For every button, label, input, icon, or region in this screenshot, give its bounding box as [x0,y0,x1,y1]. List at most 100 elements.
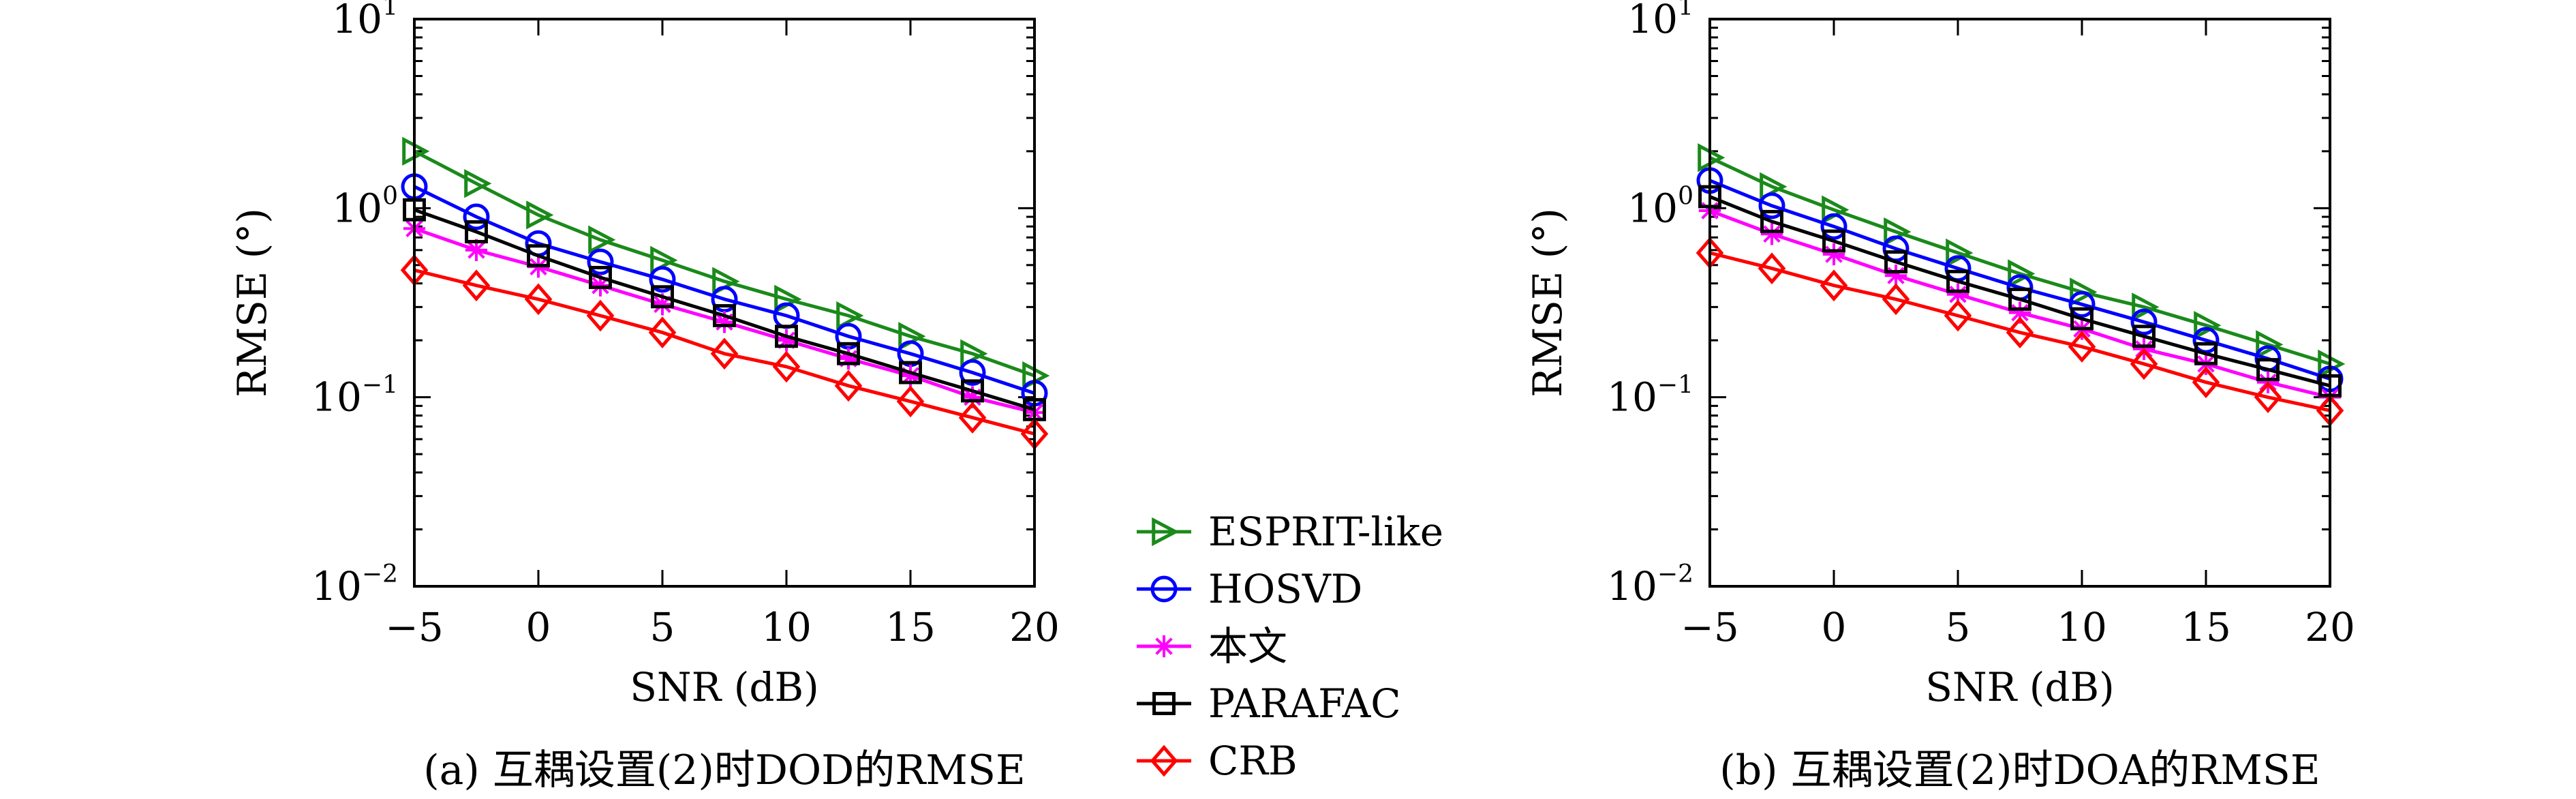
data-point-square [1760,209,1783,233]
data-point-circle [1758,192,1785,220]
data-point-triangle-right [1946,238,1974,268]
data-point-asterisk [651,293,674,316]
data-point-triangle-right [2194,311,2222,340]
data-point-circle [959,359,986,387]
data-point-square [589,266,612,289]
data-point-triangle-right [1760,172,1788,201]
data-point-triangle-right [2008,259,2036,288]
x-tick-label: 15 [2181,604,2231,650]
series-line-diamond [1709,251,2331,412]
y-tick-exponent: −2 [362,560,398,588]
y-tick-base: 10 [1607,563,1657,609]
series-line-circle [1709,179,2331,381]
panel-caption: (a) 互耦设置(2)时DOD的RMSE [423,747,1026,794]
data-point-asterisk [713,311,736,333]
data-point-circle [711,286,738,313]
data-point-diamond [462,269,491,302]
data-point-diamond [1882,283,1910,316]
y-tick-label: 100 [332,182,398,231]
y-tick-base: 10 [332,0,382,42]
x-tick-label: 5 [650,604,675,650]
data-point-circle [1820,213,1847,240]
data-point-diamond [2192,366,2220,399]
data-point-asterisk [589,274,612,297]
data-point-square [2194,342,2218,365]
data-point-circle [2068,290,2096,318]
data-point-diamond [2006,316,2034,349]
y-tick-exponent: −2 [1657,560,1693,588]
series-line-circle [413,185,1035,395]
data-point-diamond [834,370,863,402]
y-tick-label: 10−2 [1607,560,1693,609]
data-point-square [837,342,860,365]
data-point-diamond [1944,299,1972,332]
x-tick-label: −5 [1681,604,1739,650]
data-point-diamond [2254,381,2282,414]
data-point-asterisk [961,386,984,408]
x-tick-label: −5 [385,604,444,650]
y-tick-exponent: −1 [1657,372,1693,400]
x-tick-label: 10 [2057,604,2107,650]
data-point-asterisk [837,347,860,370]
y-tick-label: 101 [1627,0,1693,42]
data-point-square [775,325,798,348]
data-point-square [1946,269,1969,293]
y-tick-exponent: 1 [1678,0,1693,21]
legend-marker-asterisk [1152,635,1176,658]
data-point-square [899,361,922,385]
data-point-triangle-right [2132,292,2160,322]
data-point-diamond [772,350,801,383]
data-point-square [1822,229,1845,253]
data-point-square [527,244,550,268]
data-point-square [713,304,736,327]
y-tick-label: 10−1 [1607,372,1693,421]
legend-label: CRB [1208,738,1298,784]
y-tick-exponent: 0 [382,182,398,210]
data-point-diamond [958,402,987,434]
data-point-triangle-right [2256,330,2284,359]
data-point-triangle-right [588,225,616,254]
data-point-asterisk [1884,265,1907,287]
legend-label: HOSVD [1208,566,1362,612]
data-point-circle [587,248,614,275]
data-point-circle [2192,327,2220,354]
plot-frame [1708,18,2331,588]
data-point-diamond [896,385,925,418]
x-tick-label: 20 [2305,604,2355,650]
y-tick-label: 10−2 [311,560,398,609]
legend-label: PARAFAC [1208,680,1401,727]
data-point-diamond [2130,348,2158,380]
legend-marker-square [1152,692,1176,715]
x-tick-label: 0 [526,604,551,650]
y-tick-label: 100 [1627,182,1693,231]
data-point-triangle-right [464,169,492,198]
series-line-square [414,208,1035,412]
data-point-asterisk [899,364,922,387]
x-tick-label: 0 [1822,604,1847,650]
data-point-asterisk [2008,301,2031,324]
data-point-asterisk [1946,283,1969,305]
y-tick-base: 10 [1607,374,1657,421]
data-point-diamond [710,337,739,370]
data-point-asterisk [1760,223,1783,245]
series-line-diamond [414,268,1035,436]
y-axis-label: RMSE (°) [229,208,275,397]
series-line-triangle-right [413,149,1035,378]
x-tick-label: 10 [761,604,812,650]
data-point-asterisk [465,239,488,262]
x-axis-label: SNR (dB) [1925,664,2115,710]
y-axis-label: RMSE (°) [1524,208,1571,397]
data-point-asterisk [1822,243,1845,266]
y-tick-base: 10 [1627,185,1678,231]
x-tick-label: 5 [1946,604,1971,650]
panel-caption: (b) 互耦设置(2)时DOA的RMSE [1719,747,2320,794]
data-point-square [2070,307,2094,331]
data-point-diamond [524,283,553,316]
data-point-diamond [1758,252,1786,285]
y-tick-base: 10 [311,374,362,421]
legend-marker-diamond [1150,744,1178,777]
data-point-triangle-right [650,245,678,275]
